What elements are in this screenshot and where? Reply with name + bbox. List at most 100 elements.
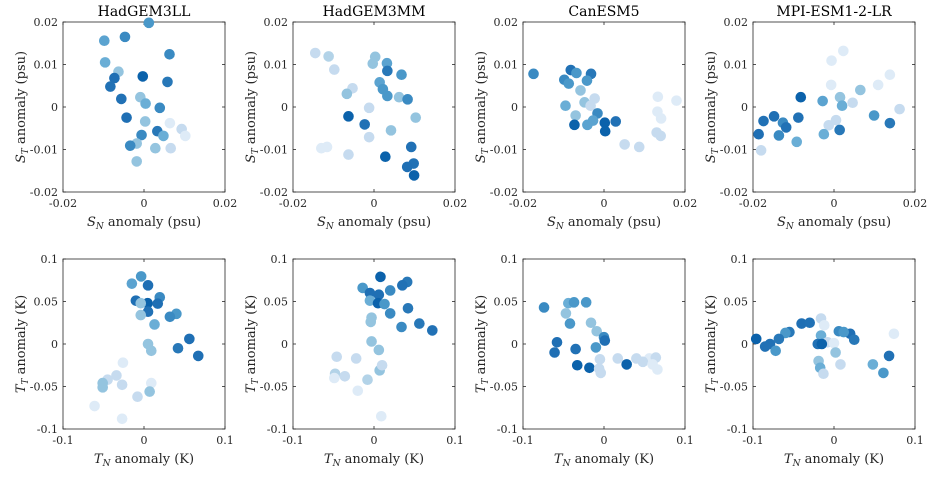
- data-point: [610, 116, 622, 127]
- data-point: [184, 333, 195, 345]
- data-point: [884, 117, 896, 129]
- data-point: [164, 311, 176, 323]
- data-point: [759, 341, 771, 352]
- data-point: [366, 336, 377, 347]
- data-point: [154, 102, 166, 114]
- data-point: [365, 316, 377, 328]
- data-point: [339, 371, 351, 382]
- data-point: [89, 400, 100, 412]
- data-point: [364, 295, 376, 306]
- data-point: [363, 102, 375, 114]
- data-point: [142, 280, 154, 291]
- data-point: [132, 391, 143, 403]
- data-point: [124, 140, 136, 151]
- data-point: [818, 368, 829, 380]
- data-point: [585, 100, 596, 112]
- data-point: [549, 347, 560, 358]
- data-point: [131, 156, 143, 167]
- y-tick-label: -0.1: [37, 423, 58, 436]
- data-point: [826, 55, 837, 66]
- data-point: [750, 333, 762, 345]
- x-axis-label: TN anomaly (K): [94, 452, 194, 469]
- data-point: [570, 343, 581, 355]
- data-point: [149, 319, 160, 330]
- data-point: [804, 317, 815, 329]
- data-point: [872, 79, 884, 91]
- x-tick-label: -0.1: [52, 434, 73, 447]
- y-tick-label: 0: [281, 338, 288, 351]
- y-tick-label: -0.1: [727, 423, 748, 436]
- y-tick-label: 0.02: [494, 16, 519, 29]
- x-tick-label: 0.1: [446, 434, 464, 447]
- panel-title: HadGEM3MM: [323, 4, 426, 20]
- data-point: [753, 128, 764, 140]
- x-axis-label: SN anomaly (psu): [547, 215, 661, 232]
- data-point: [796, 318, 807, 329]
- data-point: [847, 97, 858, 109]
- data-point: [838, 326, 850, 338]
- data-point: [878, 367, 889, 379]
- y-tick-label: 0: [51, 101, 58, 114]
- y-axis-label: TT anomaly (K): [14, 295, 31, 393]
- data-point: [818, 320, 830, 331]
- data-point: [137, 71, 149, 82]
- data-point: [637, 356, 649, 368]
- data-point: [121, 112, 132, 123]
- data-point: [652, 91, 664, 103]
- x-tick-label: 0.1: [216, 434, 234, 447]
- data-point: [116, 413, 128, 425]
- data-point: [135, 297, 147, 309]
- y-tick-label: 0: [741, 338, 748, 351]
- data-point: [883, 350, 895, 362]
- data-point: [884, 69, 896, 80]
- x-axis-label: TN anomaly (K): [784, 452, 884, 469]
- y-tick-label: 0.1: [41, 253, 59, 266]
- data-point: [119, 31, 131, 43]
- y-tick-label: 0.05: [264, 296, 289, 309]
- data-point: [150, 142, 161, 154]
- data-point: [396, 69, 407, 80]
- panel-3: -0.02 0 0.02 -0.02 -0.01 0 0.01 0.02 CanESM5 SN a…: [474, 4, 697, 232]
- data-point: [791, 136, 803, 148]
- data-point: [164, 117, 176, 129]
- y-tick-label: 0.01: [494, 59, 519, 72]
- data-point: [105, 81, 116, 92]
- data-point: [323, 51, 334, 62]
- data-point: [633, 141, 645, 153]
- data-point: [563, 78, 575, 89]
- y-tick-label: -0.01: [490, 144, 518, 157]
- data-point: [591, 325, 603, 337]
- data-point: [834, 91, 846, 103]
- panel-6: -0.1 0 0.1 -0.1 -0.05 0 0.05 0.1 TN anomaly (K) T…: [244, 253, 464, 469]
- data-point: [621, 359, 632, 370]
- y-tick-label: 0.01: [264, 59, 289, 72]
- data-point: [367, 58, 379, 69]
- data-point: [427, 325, 438, 336]
- data-point: [655, 113, 667, 124]
- y-tick-label: -0.01: [720, 144, 748, 157]
- data-point: [164, 49, 175, 60]
- data-point: [528, 68, 539, 80]
- data-point: [343, 149, 354, 160]
- data-point: [126, 278, 138, 289]
- data-point: [135, 271, 147, 282]
- data-point: [773, 333, 785, 345]
- x-tick-label: 0.02: [213, 197, 238, 210]
- y-tick-label: 0: [281, 101, 288, 114]
- y-axis-label: TT anomaly (K): [474, 295, 491, 393]
- data-point: [584, 362, 595, 374]
- x-tick-label: 0: [371, 197, 378, 210]
- data-point: [341, 88, 353, 100]
- data-point: [359, 119, 370, 130]
- data-point: [180, 130, 191, 142]
- data-point: [402, 303, 414, 314]
- y-axis-label: ST anomaly (psu): [244, 51, 261, 163]
- data-point: [773, 130, 785, 141]
- data-point: [581, 75, 593, 86]
- data-point: [838, 45, 849, 57]
- data-point: [755, 145, 767, 156]
- data-point: [585, 317, 597, 329]
- x-tick-label: 0.02: [903, 197, 928, 210]
- data-point: [815, 330, 827, 341]
- data-point: [116, 93, 127, 105]
